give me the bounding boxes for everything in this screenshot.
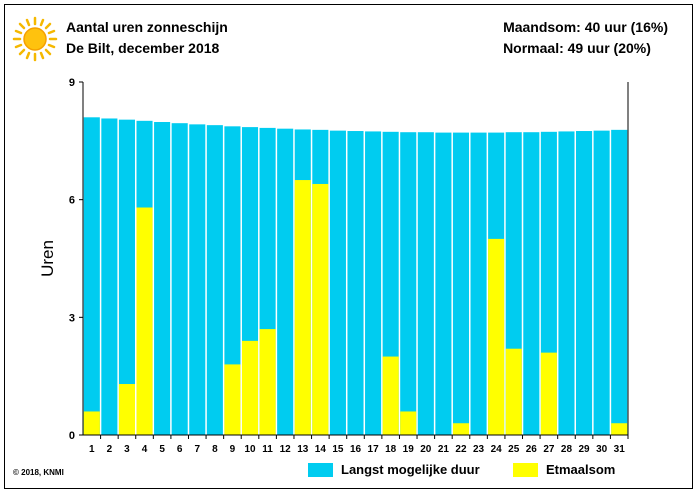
daily-sum-bar-3 — [118, 384, 135, 435]
max-duration-bar-2 — [101, 118, 118, 435]
legend-item-daily-sum: Etmaalsom — [513, 462, 615, 477]
x-tick-label-23: 23 — [473, 444, 485, 455]
x-tick-label-5: 5 — [159, 444, 165, 455]
x-tick-label-4: 4 — [142, 444, 148, 455]
max-duration-bar-15 — [329, 130, 346, 435]
x-tick-label-27: 27 — [543, 444, 555, 455]
daily-sum-bar-11 — [259, 329, 276, 435]
max-duration-bar-6 — [171, 123, 188, 435]
daily-sum-bar-31 — [611, 423, 628, 435]
x-tick-label-16: 16 — [350, 444, 362, 455]
x-tick-label-12: 12 — [280, 444, 292, 455]
chart-title: Aantal uren zonneschijn — [66, 19, 228, 35]
x-tick-label-14: 14 — [315, 444, 327, 455]
max-duration-bar-30 — [593, 130, 610, 435]
daily-sum-bar-22 — [452, 423, 470, 435]
x-tick-label-31: 31 — [614, 444, 626, 455]
sun-icon — [12, 16, 58, 62]
max-duration-bar-8 — [206, 125, 223, 436]
title-block: Aantal uren zonneschijn De Bilt, decembe… — [66, 17, 228, 59]
daily-sum-bar-1 — [83, 411, 100, 435]
x-tick-label-2: 2 — [107, 444, 113, 455]
x-tick-label-3: 3 — [124, 444, 130, 455]
x-tick-label-25: 25 — [508, 444, 520, 455]
daily-sum-bar-25 — [505, 348, 522, 435]
x-tick-label-6: 6 — [177, 444, 183, 455]
x-tick-label-8: 8 — [212, 444, 218, 455]
max-duration-bar-23 — [470, 132, 487, 435]
x-tick-label-15: 15 — [332, 444, 344, 455]
copyright: © 2018, KNMI — [13, 468, 64, 477]
daily-sum-bar-19 — [400, 411, 417, 435]
max-duration-bar-29 — [576, 131, 593, 435]
x-tick-label-9: 9 — [230, 444, 236, 455]
max-duration-bar-3 — [118, 119, 135, 436]
legend-swatch-max-duration — [308, 462, 333, 477]
x-tick-label-19: 19 — [403, 444, 415, 455]
x-tick-label-21: 21 — [438, 444, 450, 455]
daily-sum-bar-4 — [136, 207, 153, 435]
max-duration-bar-20 — [417, 132, 434, 435]
legend-label-daily-sum: Etmaalsom — [546, 462, 616, 477]
y-tick-label-9: 9 — [69, 77, 75, 89]
x-tick-label-18: 18 — [385, 444, 397, 455]
legend-label-max-duration: Langst mogelijke duur — [341, 462, 480, 477]
summary-block: Maandsom: 40 uur (16%) Normaal: 49 uur (… — [503, 17, 668, 59]
x-tick-label-28: 28 — [561, 444, 573, 455]
x-tick-label-24: 24 — [491, 444, 503, 455]
chart-frame: Aantal uren zonneschijn De Bilt, decembe… — [4, 4, 693, 489]
x-tick-label-13: 13 — [297, 444, 309, 455]
daily-sum-bar-14 — [312, 183, 329, 435]
max-duration-bar-31 — [611, 129, 628, 435]
x-tick-label-22: 22 — [455, 444, 467, 455]
x-tick-label-30: 30 — [596, 444, 608, 455]
x-tick-label-10: 10 — [244, 444, 256, 455]
normal-value: Normaal: 49 uur (20%) — [503, 40, 651, 56]
daily-sum-bar-13 — [294, 180, 311, 435]
x-tick-label-17: 17 — [368, 444, 380, 455]
max-duration-bar-17 — [365, 131, 382, 436]
y-axis-label: Uren — [38, 240, 57, 277]
legend-item-max-duration: Langst mogelijke duur — [308, 462, 480, 477]
daily-sum-bar-9 — [224, 364, 241, 435]
y-tick-label-0: 0 — [69, 430, 75, 442]
legend-swatch-daily-sum — [513, 462, 538, 477]
daily-sum-bar-24 — [488, 238, 505, 435]
x-tick-label-20: 20 — [420, 444, 432, 455]
daily-sum-bar-10 — [241, 340, 259, 435]
max-duration-bar-7 — [189, 124, 206, 436]
x-tick-label-29: 29 — [578, 444, 590, 455]
max-duration-bar-28 — [558, 131, 575, 436]
x-tick-label-26: 26 — [526, 444, 538, 455]
max-duration-bar-21 — [435, 132, 452, 435]
daily-sum-bar-27 — [540, 352, 557, 435]
max-duration-bar-12 — [277, 128, 294, 435]
x-tick-label-11: 11 — [262, 444, 273, 455]
chart-subtitle: De Bilt, december 2018 — [66, 40, 220, 56]
max-duration-bar-5 — [154, 122, 171, 436]
y-tick-label-6: 6 — [69, 195, 75, 207]
x-tick-label-7: 7 — [194, 444, 200, 455]
max-duration-bar-1 — [83, 117, 100, 436]
y-tick-label-3: 3 — [69, 312, 75, 324]
max-duration-bar-26 — [523, 132, 540, 435]
daily-sum-bar-18 — [382, 356, 399, 435]
max-duration-bar-9 — [224, 126, 241, 436]
x-tick-label-1: 1 — [89, 444, 95, 455]
max-duration-bar-22 — [452, 132, 470, 435]
max-duration-bar-19 — [400, 132, 417, 435]
month-sum: Maandsom: 40 uur (16%) — [503, 19, 668, 35]
max-duration-bar-16 — [347, 131, 364, 435]
